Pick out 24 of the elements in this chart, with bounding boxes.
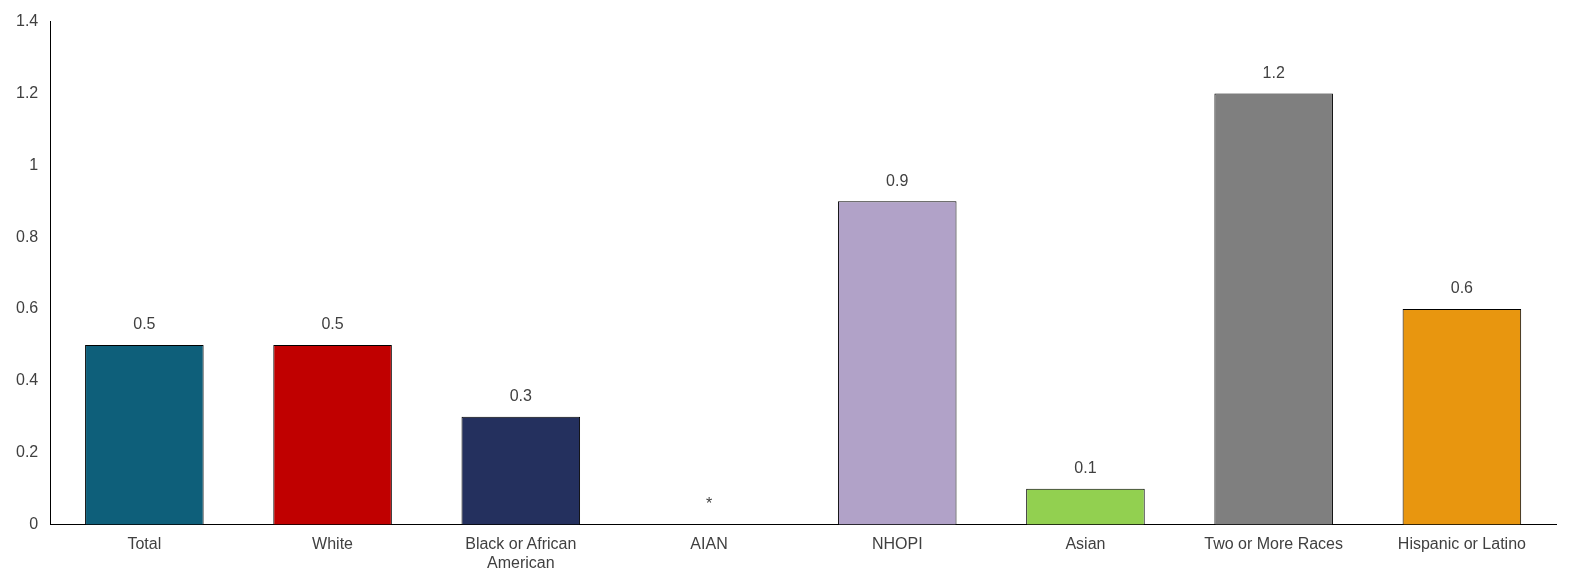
x-tick-label: AIAN: [690, 534, 728, 552]
y-tick-label: 1.4: [15, 12, 39, 30]
x-tick-label: Two or More Races: [1204, 534, 1344, 552]
data-label: 0.3: [509, 387, 533, 405]
x-tick-label: NHOPI: [871, 534, 923, 552]
y-tick-label: 1: [29, 155, 39, 173]
data-label: 0.6: [1450, 279, 1474, 297]
y-tick-label: 0.2: [15, 443, 39, 461]
x-tick-label: Hispanic or Latino: [1397, 534, 1527, 552]
x-tick-label: White: [312, 534, 354, 552]
y-tick-label: 0.8: [15, 227, 39, 245]
data-label: 0.5: [133, 315, 156, 333]
y-tick-label: 0.4: [15, 371, 39, 389]
data-label: 0.1: [1074, 459, 1097, 477]
y-tick-label: 0.6: [15, 299, 39, 317]
x-tick-label: Asian: [1065, 534, 1106, 552]
data-label: 0.9: [886, 171, 909, 189]
y-tick-label: 0: [29, 515, 39, 533]
x-tick-label: Black or African American: [465, 534, 577, 571]
x-tick-label: Total: [127, 534, 162, 552]
y-tick-label: 1.2: [15, 83, 39, 101]
data-label: 1.2: [1262, 63, 1285, 81]
text: *: [705, 495, 713, 513]
data-label: 0.5: [321, 315, 344, 333]
